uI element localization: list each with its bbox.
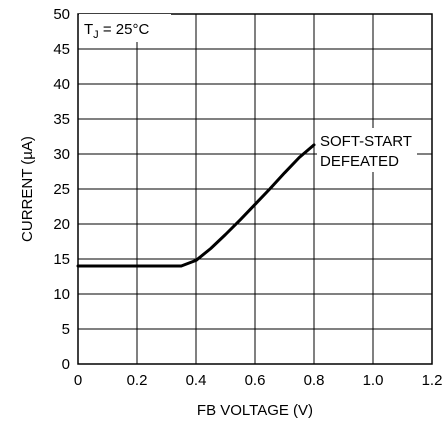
- y-tick-label: 0: [62, 356, 70, 373]
- curve-annotation-line2: DEFEATED: [320, 153, 399, 170]
- x-axis-title: FB VOLTAGE (V): [197, 402, 313, 419]
- y-tick-label: 35: [53, 111, 70, 128]
- x-tick-label: 0: [74, 372, 82, 389]
- y-tick-label: 45: [53, 41, 70, 58]
- series-line: [76, 143, 316, 268]
- plot-frame: [77, 13, 433, 365]
- condition-label-main: T: [84, 21, 93, 38]
- plot-border: [77, 13, 433, 365]
- y-axis-title: CURRENT (µA): [19, 136, 36, 242]
- x-tick-label: 0.2: [127, 372, 148, 389]
- grid-lines: [77, 13, 433, 365]
- x-tick-label: 0.6: [245, 372, 266, 389]
- curve-annotation-line1: SOFT-START: [320, 133, 412, 150]
- condition-label-sub: J: [93, 29, 99, 41]
- y-tick-label: 25: [53, 181, 70, 198]
- x-tick-label: 1.2: [422, 372, 442, 389]
- annotation-bg: [317, 128, 417, 172]
- x-tick-label: 0.8: [304, 372, 325, 389]
- y-tick-label: 15: [53, 251, 70, 268]
- condition-label-bg: [79, 14, 171, 42]
- y-tick-label: 5: [62, 321, 70, 338]
- tick-labels: 0 0.2 0.4 0.6 0.8 1.0 1.2 0 5 10 15 20 25 30 35 40 45 50: [53, 6, 442, 389]
- condition-label: TJ = 25°C: [84, 21, 149, 41]
- x-tick-label: 0.4: [186, 372, 207, 389]
- condition-label-rest: = 25°C: [99, 21, 150, 38]
- y-tick-label: 50: [53, 6, 70, 23]
- series-layer: [76, 143, 316, 268]
- x-tick-label: 1.0: [363, 372, 384, 389]
- y-tick-label: 30: [53, 146, 70, 163]
- y-tick-label: 40: [53, 76, 70, 93]
- y-tick-label: 10: [53, 286, 70, 303]
- y-tick-label: 20: [53, 216, 70, 233]
